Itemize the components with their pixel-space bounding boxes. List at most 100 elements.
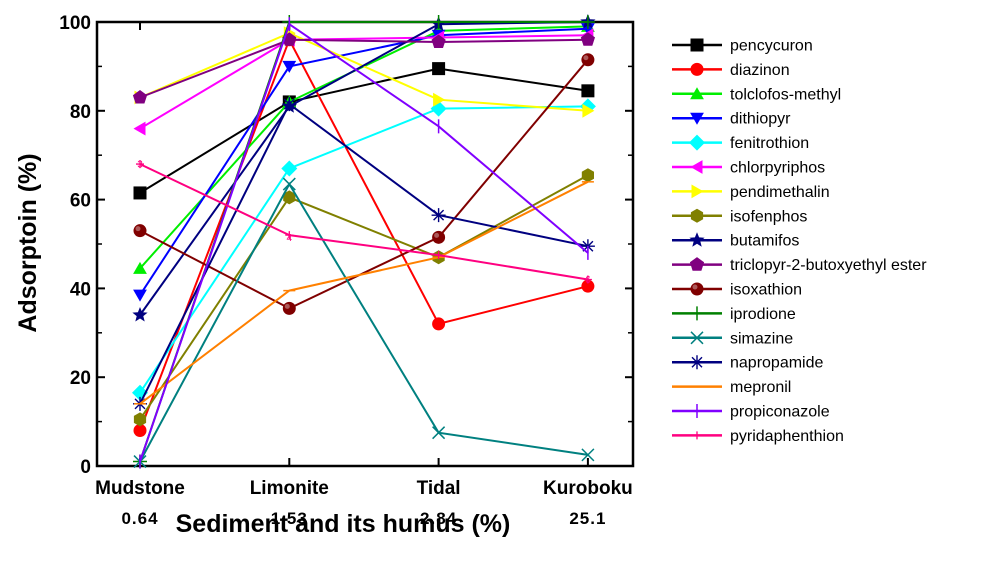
series-napropamide [133, 97, 595, 411]
series-isofenphos [133, 168, 594, 427]
axes: 0 20 40 60 80 100 Mudstone 0.64 Limonite 1.53 Tida… [59, 13, 635, 528]
data-point [133, 121, 146, 136]
data-point [133, 289, 147, 302]
legend-item: dithiopyr [672, 111, 791, 128]
data-point-highlight [583, 55, 589, 61]
chart-annotation: 3 [137, 160, 143, 171]
legend-marker [690, 112, 704, 125]
data-point [133, 186, 147, 200]
x-tick-label: Tidal [417, 478, 461, 499]
legend-item: butamifos [672, 232, 799, 250]
legend-marker [690, 87, 704, 100]
data-point [580, 32, 595, 46]
data-point [582, 103, 595, 118]
legend-label: pendimethalin [730, 184, 830, 201]
legend-item: pyridaphenthion [672, 428, 844, 445]
legend-marker [690, 355, 704, 370]
legend-label: tolclofos-methyl [730, 86, 841, 103]
legend-marker [690, 62, 704, 76]
legend-marker [690, 208, 704, 223]
data-point [133, 412, 147, 427]
series-pyridaphenthion [136, 160, 592, 284]
x-axis-title: Sediment and its humus (%) [176, 510, 511, 538]
data-point [282, 177, 296, 191]
y-tick-label: 0 [80, 457, 91, 478]
data-point [434, 251, 443, 260]
series-line [139, 22, 589, 462]
legend-marker [689, 134, 705, 151]
data-point [581, 279, 595, 293]
plot-frame [95, 20, 635, 468]
legend-marker [691, 184, 704, 199]
legend-item: chlorpyriphos [672, 160, 825, 177]
data-point-body [581, 53, 595, 67]
data-point [581, 84, 595, 98]
x-humus-label: 25.1 [569, 509, 606, 528]
x-tick-label: Kuroboku [543, 478, 633, 499]
data-point-highlight [692, 284, 698, 290]
y-tick-label: 60 [70, 191, 91, 212]
series-line [139, 174, 589, 420]
y-tick-label: 20 [70, 368, 91, 389]
legend-item: propiconazole [672, 404, 830, 421]
data-point [283, 190, 296, 205]
data-point [431, 208, 446, 223]
legend-label: propiconazole [730, 404, 830, 421]
legend-item: pencycuron [672, 38, 813, 55]
data-point [432, 230, 446, 244]
x-tick-label: Mudstone [95, 478, 185, 499]
legend-label: isofenphos [730, 208, 807, 225]
legend-label: diazinon [730, 62, 790, 79]
legend-marker [693, 431, 701, 440]
legend-item: isofenphos [672, 208, 807, 225]
legend-label: mepronil [730, 379, 791, 396]
data-point [432, 426, 446, 440]
y-tick-label: 80 [70, 102, 91, 123]
legend-label: fenitrothion [730, 135, 809, 152]
legend-item: iprodione [672, 306, 796, 323]
y-tick-label: 40 [70, 279, 91, 300]
legend: pencycuron diazinon tolclofos-methyl dithio… [672, 38, 927, 445]
series-fenitrothion [132, 98, 596, 401]
chart-annotation: 6 [585, 275, 591, 286]
legend-item: pendimethalin [672, 184, 830, 201]
series-line [139, 180, 589, 405]
legend-item: napropamide [672, 355, 824, 372]
series-line [139, 163, 589, 281]
legend-marker [690, 38, 704, 52]
legend-marker [689, 257, 705, 271]
x-tick-label: Limonite [250, 478, 329, 499]
data-point-body [133, 224, 147, 238]
legend-marker [690, 160, 703, 174]
legend-item: simazine [672, 330, 793, 347]
data-point-body [690, 282, 704, 296]
data-point [132, 90, 148, 104]
series-simazine [133, 177, 595, 469]
data-point [431, 15, 446, 29]
legend-label: pencycuron [730, 38, 813, 55]
x-humus-label: 1.53 [271, 509, 308, 528]
legend-label: chlorpyriphos [730, 160, 825, 177]
legend-marker [690, 306, 704, 321]
data-point-body [432, 230, 446, 244]
series-line [139, 102, 589, 405]
data-point [132, 307, 148, 322]
data-point-body [282, 301, 296, 315]
y-tick-label: 100 [59, 13, 91, 34]
legend-item: mepronil [672, 379, 791, 396]
series-line [139, 37, 589, 431]
data-point-highlight [434, 232, 440, 238]
series-line [139, 27, 588, 296]
legend-marker [689, 232, 705, 247]
data-point [581, 168, 594, 183]
data-point [432, 62, 446, 76]
series-iprodione [133, 15, 595, 469]
series-line [139, 21, 588, 316]
data-point [133, 261, 147, 274]
series-line [139, 38, 588, 99]
legend-item: fenitrothion [672, 134, 809, 152]
data-point [282, 97, 297, 112]
data-point [581, 53, 595, 67]
legend-marker [690, 331, 704, 345]
series-diazinon [133, 33, 595, 437]
